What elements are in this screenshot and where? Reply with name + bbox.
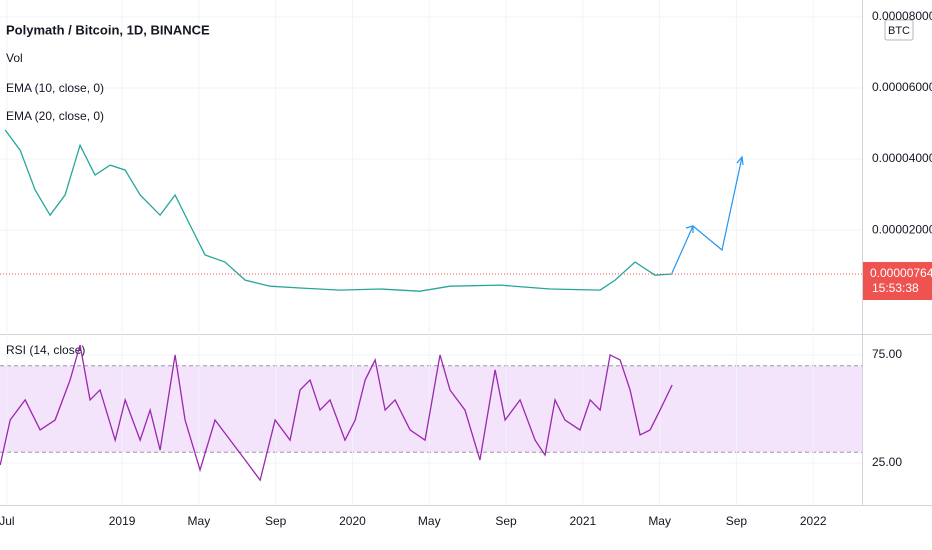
x-tick-label: May: [648, 514, 671, 528]
currency-label: BTC: [888, 25, 910, 37]
indicator-title: RSI (14, close): [6, 343, 85, 357]
symbol-title: Polymath / Bitcoin, 1D, BINANCE: [6, 22, 210, 37]
projection-arrowhead: [736, 155, 744, 166]
x-tick-label: Sep: [265, 514, 287, 528]
projection-path: [671, 156, 743, 274]
x-tick-label: May: [188, 514, 211, 528]
indicator-label: EMA (20, close, 0): [6, 109, 104, 123]
series-line: [0, 344, 673, 482]
x-tick-label: Jul: [0, 514, 15, 528]
countdown-label: 15:53:38: [872, 281, 919, 295]
projection-arrowhead: [685, 225, 694, 233]
y-tick-label: 0.00004000: [872, 151, 932, 165]
y-tick-label: 25.00: [872, 455, 902, 469]
indicator-label: EMA (10, close, 0): [6, 81, 104, 95]
last-price-box: [863, 261, 932, 300]
x-tick-label: Sep: [495, 514, 517, 528]
currency-badge[interactable]: [884, 19, 914, 41]
y-tick-label: 0.00006000: [872, 80, 932, 94]
x-tick-label: 2021: [570, 514, 597, 528]
x-tick-label: 2022: [800, 514, 827, 528]
x-tick-label: 2019: [109, 514, 136, 528]
last-price-label: 0.00000764: [870, 266, 932, 280]
indicator-label: Vol: [6, 51, 23, 65]
x-tick-label: May: [418, 514, 441, 528]
x-tick-label: Sep: [726, 514, 748, 528]
y-tick-label: 75.00: [872, 347, 902, 361]
y-tick-label: 0.00008000: [872, 9, 932, 23]
y-tick-label: 0.00002000: [872, 222, 932, 236]
x-tick-label: 2020: [339, 514, 366, 528]
series-line: [4, 129, 673, 292]
